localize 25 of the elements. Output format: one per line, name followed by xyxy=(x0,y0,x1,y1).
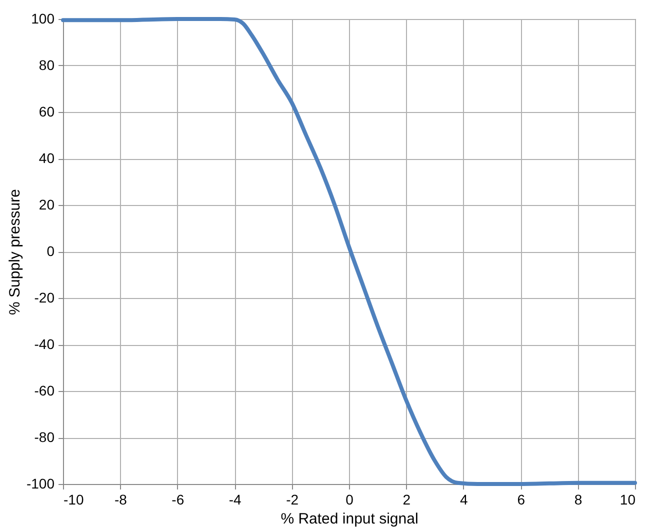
y-tick-label: 0 xyxy=(46,243,55,259)
x-tick-label: 8 xyxy=(574,492,582,508)
y-tick-label: -100 xyxy=(26,476,55,492)
x-tick-label: -4 xyxy=(228,492,242,508)
y-tick-label: -20 xyxy=(34,290,55,306)
x-tick-label: 6 xyxy=(517,492,526,508)
x-tick-label: 4 xyxy=(460,492,468,508)
x-tick-label: -2 xyxy=(286,492,299,508)
y-tick-label: 40 xyxy=(38,150,55,166)
y-tick-label: 100 xyxy=(31,10,55,26)
line-series xyxy=(61,17,637,486)
x-tick-label: 0 xyxy=(346,492,354,508)
x-tick-label: -10 xyxy=(64,492,84,508)
y-axis-title: % Supply pressure xyxy=(6,189,24,315)
x-axis-title: % Rated input signal xyxy=(280,510,418,528)
x-tick-label: -6 xyxy=(172,492,184,508)
y-tick-label: 20 xyxy=(38,196,55,212)
y-tick-label: -80 xyxy=(34,429,55,445)
y-tick-label: 60 xyxy=(38,104,55,120)
x-tick-label: 2 xyxy=(402,492,411,508)
y-tick-label: -40 xyxy=(34,336,55,352)
y-tick-label: -60 xyxy=(34,382,55,398)
x-tick-label: -8 xyxy=(114,492,128,508)
x-tick-label: 10 xyxy=(620,492,636,508)
y-tick-label: 80 xyxy=(38,57,55,73)
